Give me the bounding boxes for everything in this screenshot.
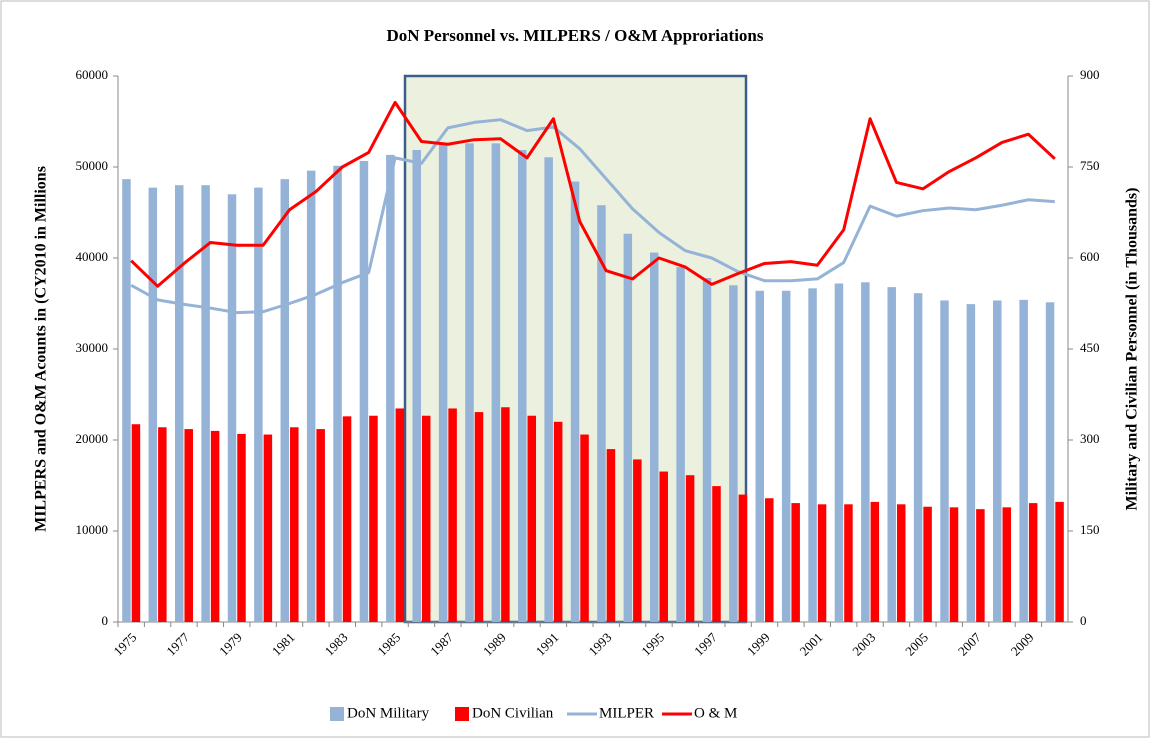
chart-title: DoN Personnel vs. MILPERS / O&M Approria… [386, 26, 763, 45]
bar [395, 408, 405, 622]
line-series [130, 100, 1056, 288]
bar [333, 165, 342, 622]
legend-swatch [330, 707, 344, 721]
bar [158, 427, 167, 622]
bar [976, 509, 985, 622]
bar [781, 290, 791, 622]
bar [870, 501, 880, 622]
bar [131, 424, 141, 622]
y-tick-label: 60000 [76, 67, 109, 82]
bar [817, 504, 827, 622]
y2-tick-label: 0 [1080, 613, 1087, 628]
bar [527, 415, 537, 622]
bar [676, 267, 685, 622]
y-tick-label: 50000 [76, 158, 109, 173]
bar [290, 427, 299, 622]
bar [421, 415, 431, 622]
bar [597, 205, 606, 622]
bar [306, 170, 316, 622]
legend-swatch [455, 707, 469, 721]
y-tick-label: 10000 [76, 522, 109, 537]
bar [184, 429, 193, 622]
bar [491, 143, 501, 622]
bar [369, 415, 378, 622]
bar [913, 293, 923, 622]
y-axis-title: MILPERS and O&M Acounts in (CY2010 in Mi… [33, 166, 50, 532]
bar [606, 449, 616, 622]
y2-axis-title: Military and Civilian Personnel (in Thou… [1124, 188, 1141, 511]
bar [342, 416, 352, 622]
legend-label: O & M [694, 705, 737, 721]
bar [940, 300, 949, 622]
legend-label: DoN Military [347, 705, 430, 721]
y2-tick-label: 300 [1080, 431, 1100, 446]
legend-label: DoN Civilian [472, 705, 554, 721]
bar [712, 486, 721, 622]
bar [316, 429, 325, 622]
bar [1045, 302, 1055, 622]
y2-tick-label: 150 [1080, 522, 1100, 537]
bar [755, 290, 765, 622]
bar [738, 494, 748, 622]
bar [949, 507, 959, 622]
bar [570, 181, 580, 622]
bar [844, 504, 853, 622]
bar [227, 194, 237, 623]
bar [808, 288, 817, 622]
bar [359, 160, 369, 622]
bar [633, 459, 642, 622]
bar [544, 157, 553, 622]
bar [412, 150, 421, 622]
bar [280, 179, 290, 622]
bar [791, 503, 800, 622]
y2-tick-label: 450 [1080, 340, 1100, 355]
bar [474, 412, 484, 622]
bar [501, 407, 510, 622]
bar [1028, 503, 1038, 622]
y-tick-label: 20000 [76, 431, 109, 446]
bar [210, 430, 220, 622]
bar [887, 287, 896, 622]
bar [966, 304, 976, 622]
bar [518, 150, 527, 622]
bar [448, 408, 457, 622]
bar [148, 187, 158, 623]
bar [702, 278, 712, 622]
bar [438, 143, 448, 623]
y2-tick-label: 750 [1080, 158, 1100, 173]
bar [659, 471, 668, 622]
bar [685, 475, 695, 622]
bar [174, 185, 184, 622]
bar [553, 421, 563, 622]
bar [386, 154, 395, 622]
y-tick-label: 0 [102, 613, 109, 628]
y2-tick-label: 900 [1080, 67, 1100, 82]
bar [263, 434, 273, 622]
bar [1055, 501, 1064, 622]
bar [1002, 507, 1012, 622]
line-series [130, 118, 1055, 315]
y-tick-label: 40000 [76, 249, 109, 264]
bar [465, 143, 474, 622]
bar [237, 433, 246, 622]
bar [834, 283, 844, 622]
bar [623, 233, 633, 622]
bar [861, 282, 870, 622]
bar [122, 179, 131, 622]
y2-tick-label: 600 [1080, 249, 1100, 264]
bar [580, 434, 589, 622]
bar [201, 185, 210, 622]
bar [729, 285, 738, 622]
bar [649, 252, 659, 623]
bar [923, 506, 932, 622]
bar [896, 504, 906, 622]
bar [1019, 299, 1028, 622]
bar [993, 300, 1002, 622]
legend-label: MILPER [599, 705, 654, 721]
y-tick-label: 30000 [76, 340, 109, 355]
bar [254, 187, 263, 623]
bar [765, 498, 774, 622]
